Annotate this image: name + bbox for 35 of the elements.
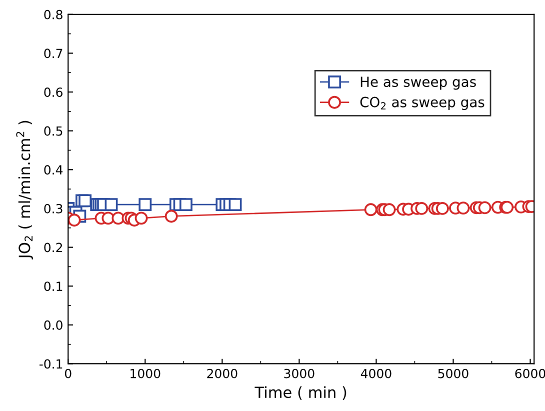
y-tick-label: -0.1 [39,359,62,369]
y-tick-label: 0.6 [44,87,62,97]
y-tick-label: 0.8 [44,10,62,20]
y-tick-label: 0.1 [44,282,62,292]
x-tick-label: 5000 [438,368,468,378]
point [456,202,470,215]
y-tick-label: 0.7 [44,48,62,58]
point [134,212,148,225]
point [364,203,378,216]
x-tick-label: 3000 [284,368,314,378]
legend-label: He as sweep gas [360,76,476,90]
x-axis-title: Time ( min ) [254,386,346,400]
point [478,201,492,214]
y-tick-label: 0.4 [44,165,63,175]
legend-label: CO$_{2}$ as sweep gas [360,96,484,110]
y-tick-label: 0.0 [44,320,62,330]
point [436,202,449,215]
y-tick-label: 0.2 [44,242,62,252]
x-tick-label: 1000 [130,368,160,378]
y-tick-label: 0.3 [44,204,62,214]
point [180,198,192,212]
point [104,198,118,212]
x-tick-label: 4000 [360,368,392,378]
x-tick-label: 0 [64,368,72,378]
point [415,202,428,215]
point [382,203,396,216]
point [68,214,81,227]
y-tick-label: 0.5 [44,126,62,136]
point [164,210,178,223]
point [138,198,152,212]
point [78,194,92,208]
x-tick-label: 6000 [515,368,545,378]
y-axis-title: JO$_{2}$ ( ml/min.cm$^{2}$ ) [16,120,34,260]
point [228,198,242,212]
x-tick-label: 2000 [207,368,238,378]
